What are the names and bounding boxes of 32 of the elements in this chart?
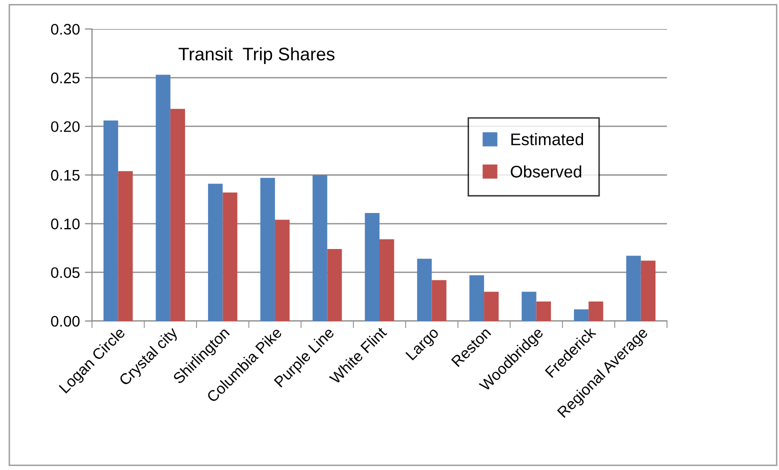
bar [222,192,238,321]
bar [380,239,394,321]
bar [156,74,170,321]
y-tick-label: 0.30 [51,24,80,35]
bar [327,248,342,321]
bar [274,220,290,321]
legend-label: Estimated [511,133,584,146]
bar [364,212,380,321]
bar [588,302,604,321]
bar [104,120,118,321]
bar [260,178,275,321]
bar [536,302,551,321]
bar [118,171,133,321]
bar [574,309,589,321]
bar [417,258,432,321]
bar [626,256,641,321]
y-tick-label: 0.10 [51,218,80,230]
bar [522,292,536,321]
bar [432,280,446,321]
bar [640,260,656,321]
y-tick-label: 0.00 [51,316,80,327]
y-tick-label: 0.25 [51,72,80,84]
text: Transit Trip Shares [178,47,334,64]
legend-label: Observed [510,165,582,178]
y-tick-label: 0.05 [51,267,80,278]
bar [208,184,223,321]
y-tick-label: 0.20 [51,121,80,132]
bar [484,292,499,321]
bar [312,175,328,321]
y-tick-label: 0.15 [51,170,80,181]
bar [469,275,484,321]
bar [170,108,186,321]
